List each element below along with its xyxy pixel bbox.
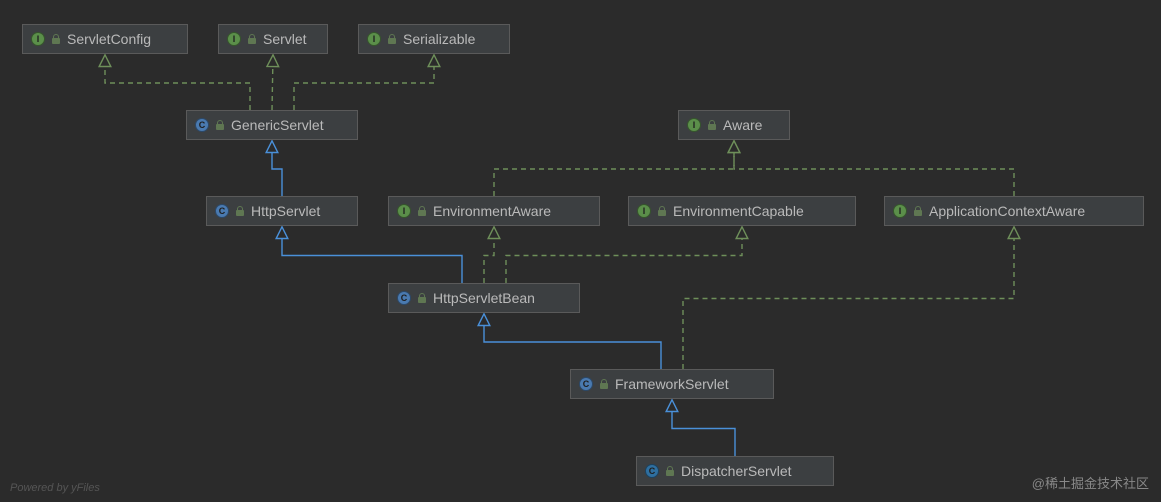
node-label: HttpServletBean <box>433 290 535 306</box>
edge-EnvironmentAware-Aware <box>494 142 734 196</box>
edge-HttpServletBean-HttpServlet <box>282 228 462 283</box>
watermark-right: @稀土掘金技术社区 <box>1032 473 1149 492</box>
node-dispatcherservlet: C DispatcherServlet <box>636 456 834 486</box>
node-applicationcontextaware: I ApplicationContextAware <box>884 196 1144 226</box>
interface-icon: I <box>397 204 411 218</box>
node-environmentcapable: I EnvironmentCapable <box>628 196 856 226</box>
lock-icon <box>665 466 675 476</box>
node-label: GenericServlet <box>231 117 324 133</box>
node-httpservletbean: C HttpServletBean <box>388 283 580 313</box>
node-label: ApplicationContextAware <box>929 203 1085 219</box>
lock-icon <box>707 120 717 130</box>
node-httpservlet: C HttpServlet <box>206 196 358 226</box>
abstract-icon: C <box>579 377 593 391</box>
node-label: EnvironmentAware <box>433 203 551 219</box>
edge-GenericServlet-ServletConfig <box>105 56 250 110</box>
edge-layer <box>0 0 1161 502</box>
lock-icon <box>417 206 427 216</box>
node-servlet: I Servlet <box>218 24 328 54</box>
interface-icon: I <box>31 32 45 46</box>
interface-icon: I <box>227 32 241 46</box>
interface-icon: I <box>687 118 701 132</box>
lock-icon <box>387 34 397 44</box>
node-label: EnvironmentCapable <box>673 203 804 219</box>
node-label: Aware <box>723 117 762 133</box>
lock-icon <box>417 293 427 303</box>
edge-GenericServlet-Serializable <box>294 56 434 110</box>
node-genericservlet: C GenericServlet <box>186 110 358 140</box>
class-icon: C <box>645 464 659 478</box>
edge-FrameworkServlet-ApplicationContextAware <box>683 228 1014 369</box>
node-label: Servlet <box>263 31 307 47</box>
node-label: DispatcherServlet <box>681 463 792 479</box>
node-frameworkservlet: C FrameworkServlet <box>570 369 774 399</box>
watermark-left: Powered by yFiles <box>10 482 100 494</box>
interface-icon: I <box>893 204 907 218</box>
lock-icon <box>913 206 923 216</box>
node-label: Serializable <box>403 31 475 47</box>
interface-icon: I <box>637 204 651 218</box>
edge-HttpServletBean-EnvironmentAware <box>484 228 494 283</box>
lock-icon <box>235 206 245 216</box>
lock-icon <box>599 379 609 389</box>
abstract-icon: C <box>397 291 411 305</box>
edge-DispatcherServlet-FrameworkServlet <box>672 401 735 456</box>
edge-ApplicationContextAware-Aware <box>734 142 1014 196</box>
lock-icon <box>247 34 257 44</box>
node-environmentaware: I EnvironmentAware <box>388 196 600 226</box>
edge-GenericServlet-Servlet <box>272 56 273 110</box>
node-aware: I Aware <box>678 110 790 140</box>
diagram-canvas: I ServletConfig I Servlet I Serializable C Gene… <box>0 0 1161 502</box>
lock-icon <box>657 206 667 216</box>
interface-icon: I <box>367 32 381 46</box>
lock-icon <box>215 120 225 130</box>
lock-icon <box>51 34 61 44</box>
edge-HttpServletBean-EnvironmentCapable <box>506 228 742 283</box>
edge-FrameworkServlet-HttpServletBean <box>484 315 661 369</box>
node-servletconfig: I ServletConfig <box>22 24 188 54</box>
edge-HttpServlet-GenericServlet <box>272 142 282 196</box>
node-label: ServletConfig <box>67 31 151 47</box>
node-label: FrameworkServlet <box>615 376 729 392</box>
node-serializable: I Serializable <box>358 24 510 54</box>
abstract-icon: C <box>195 118 209 132</box>
abstract-icon: C <box>215 204 229 218</box>
node-label: HttpServlet <box>251 203 320 219</box>
